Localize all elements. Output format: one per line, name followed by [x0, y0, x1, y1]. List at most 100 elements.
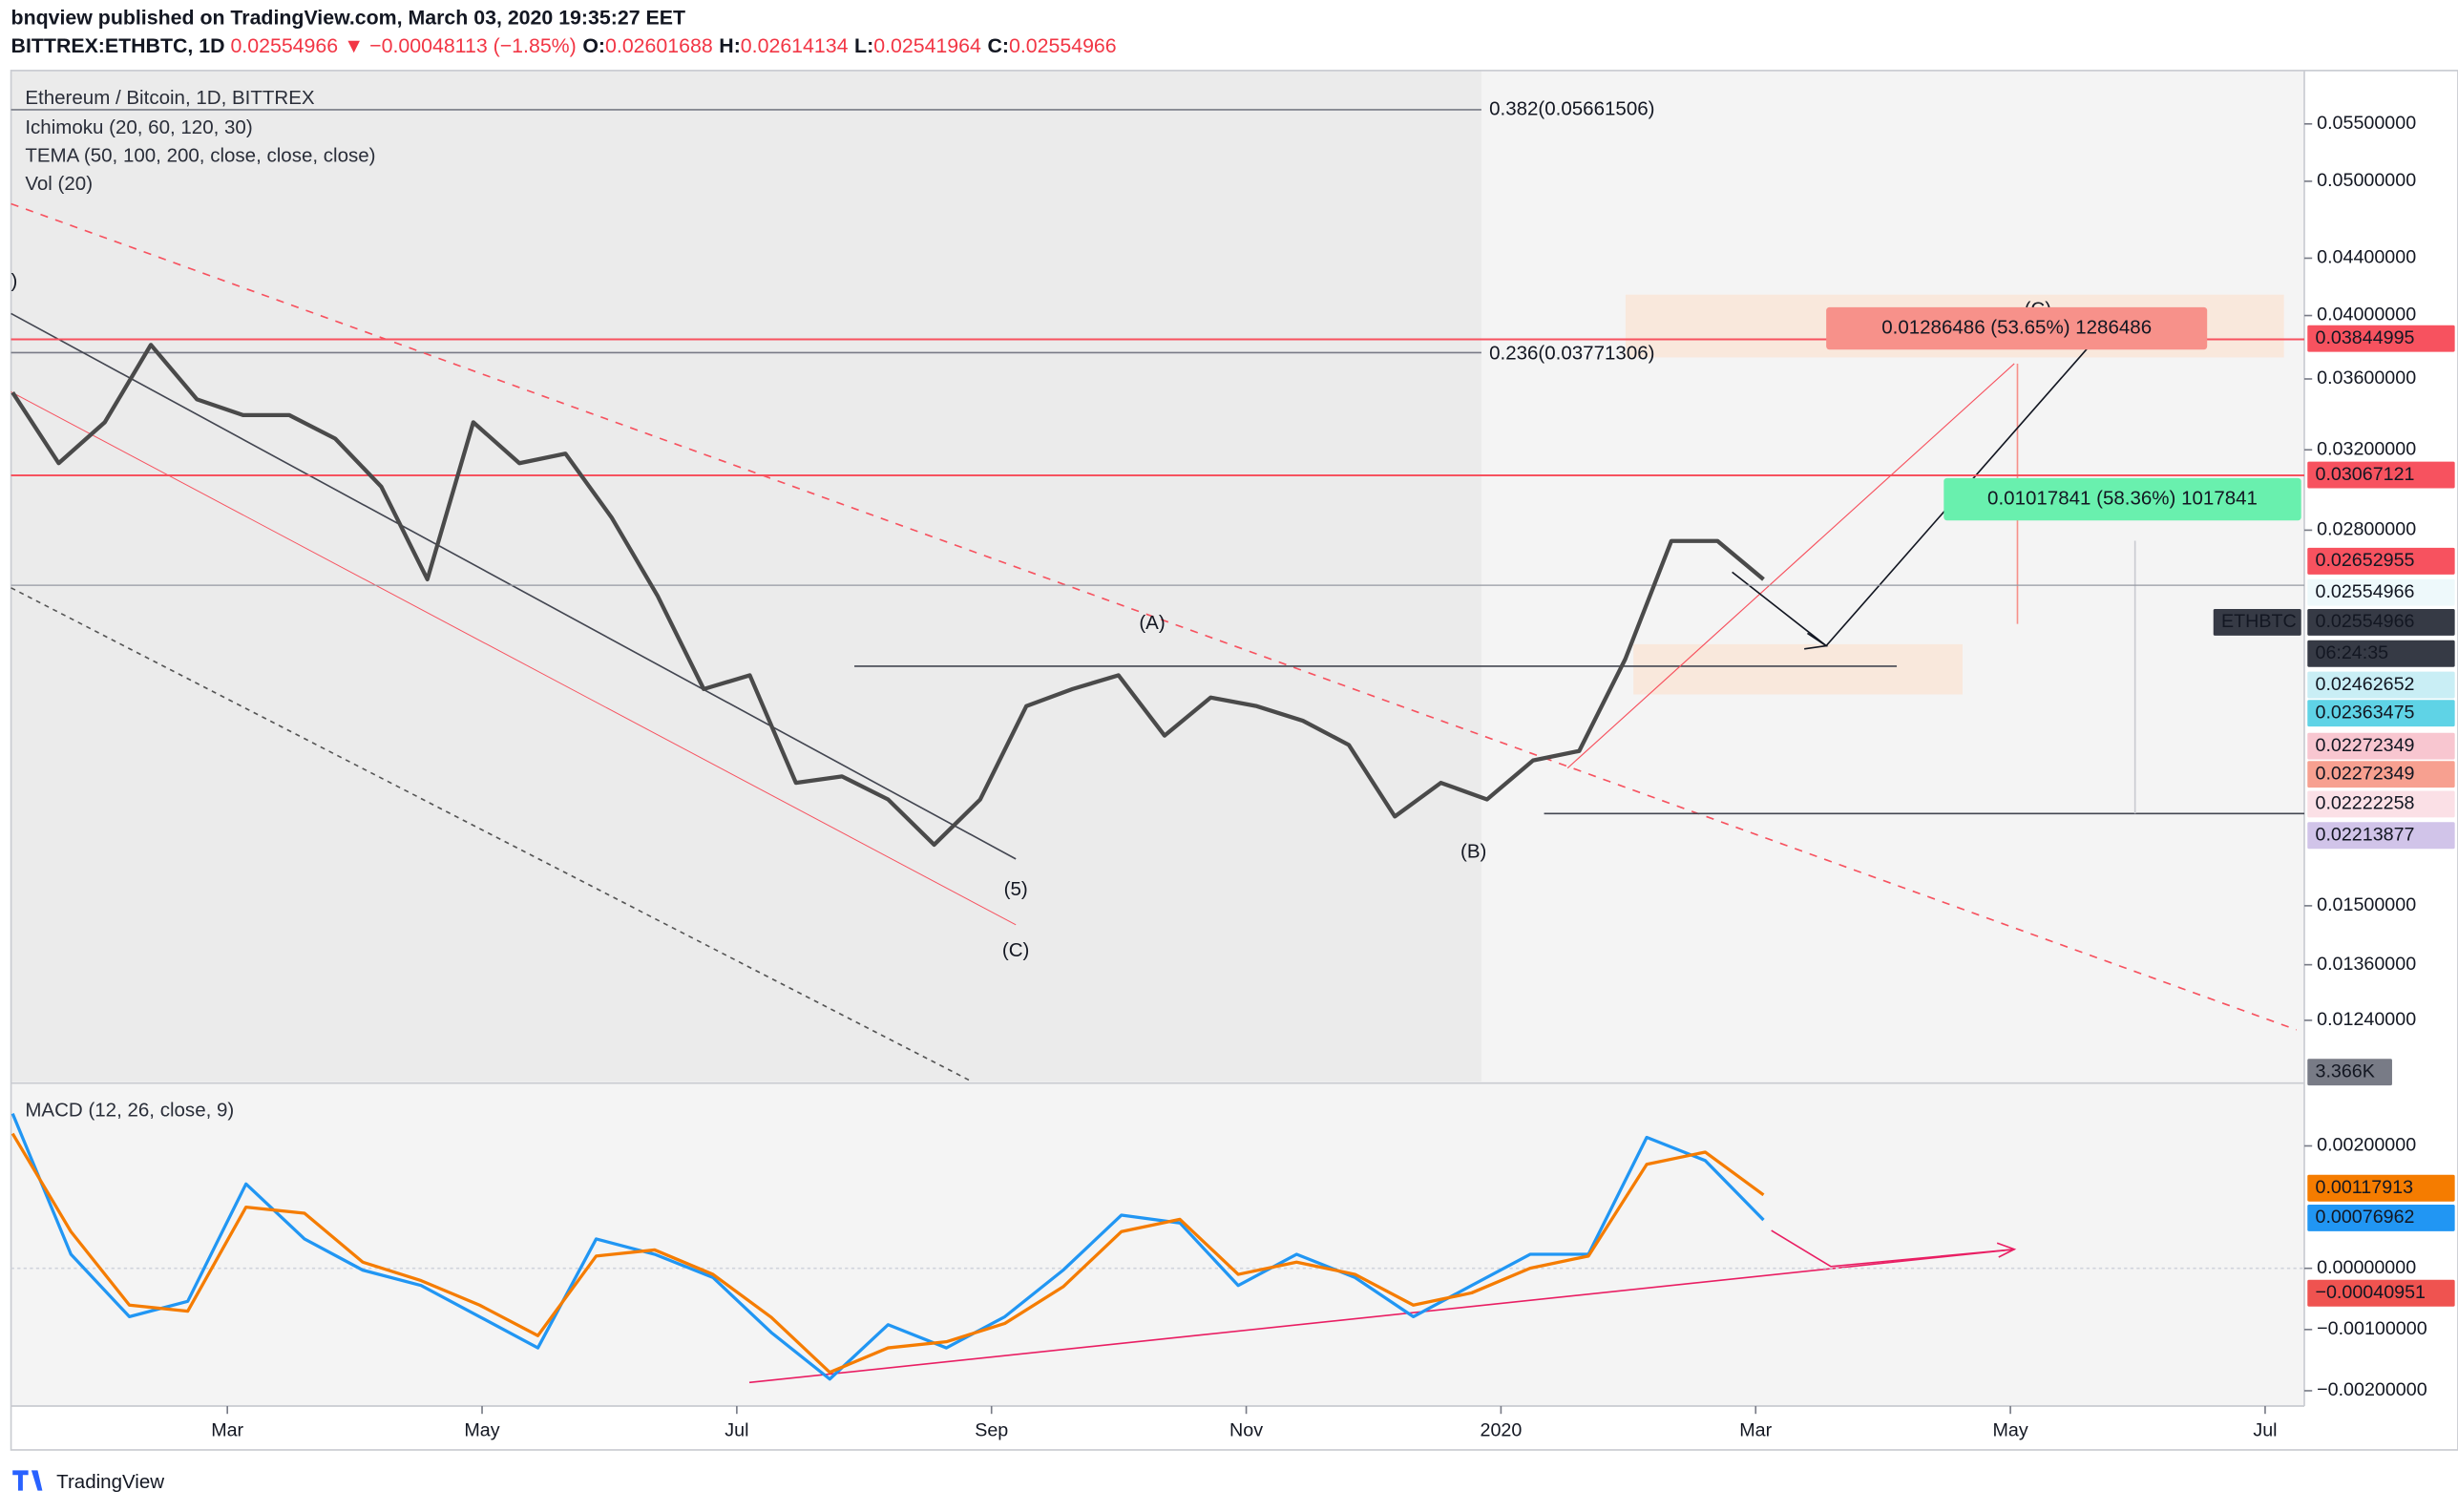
- x-tick-label: Jul: [725, 1419, 748, 1440]
- price-badge-label: 0.02272349: [2315, 735, 2414, 756]
- price-badge: [2307, 325, 2455, 352]
- y-tick-label: 0.03200000: [2317, 438, 2416, 459]
- price-badge: [2307, 1204, 2455, 1231]
- wave-label: (A): [1139, 612, 1165, 634]
- channel-line: [11, 391, 1017, 926]
- published: bnqview published on TradingView.com, Ma…: [11, 6, 685, 29]
- ohlc-key: H:: [719, 34, 741, 57]
- series-line: [11, 1132, 1765, 1375]
- price-badge-label: 0.03844995: [2315, 327, 2414, 348]
- measure-label: 0.01286486 (53.65%) 1286486: [1881, 316, 2152, 338]
- measure-label: 0.01017841 (58.36%) 1017841: [1987, 487, 2258, 509]
- price-badge-label: 0.02554966: [2315, 611, 2414, 632]
- shaded-range: [11, 70, 1481, 1082]
- ohlc-value: 0.02541964: [873, 34, 981, 57]
- price-badge: [2307, 1059, 2392, 1086]
- price-badge-label: 0.00076962: [2315, 1207, 2414, 1228]
- projection-line: [1566, 363, 2015, 769]
- y-tick-label: 0.00200000: [2317, 1135, 2416, 1156]
- x-tick-label: May: [1993, 1419, 2028, 1440]
- wave-label: (C): [1002, 939, 1029, 961]
- price-badge-label: 0.02652955: [2315, 550, 2414, 571]
- ohlc: O:0.02601688 H:0.02614134 L:0.02541964 C:0.…: [582, 34, 1116, 57]
- price-badge-label: 06:24:35: [2315, 642, 2388, 663]
- y-tick-label: 0.00000000: [2317, 1257, 2416, 1278]
- price-badge: [2307, 578, 2455, 606]
- y-tick-label: 0.04400000: [2317, 247, 2416, 268]
- price-badge: [2307, 671, 2455, 699]
- price-badge-label: −0.00040951: [2315, 1282, 2426, 1303]
- x-tick-label: Mar: [211, 1419, 243, 1440]
- price-badge-label: 0.03067121: [2315, 464, 2414, 485]
- channel-line: [11, 312, 1017, 860]
- price-badge: [2307, 761, 2455, 788]
- y-tick-label: 0.01360000: [2317, 954, 2416, 975]
- channel-line: [11, 587, 973, 1082]
- x-tick-label: May: [464, 1419, 499, 1440]
- change: −0.00048113 (−1.85%): [369, 34, 577, 57]
- price-badge: [2307, 547, 2455, 575]
- ohlc-value: 0.02601688: [605, 34, 713, 57]
- y-tick-label: −0.00200000: [2317, 1379, 2427, 1400]
- y-tick-label: −0.00100000: [2317, 1318, 2427, 1339]
- price-badge: [2307, 461, 2455, 489]
- price-badge-label: 0.00117913: [2315, 1177, 2413, 1198]
- macd-arrow: [1771, 1229, 2015, 1268]
- last: 0.02554966: [230, 34, 338, 57]
- quote-line: BITTREX:ETHBTC, 1D 0.02554966 ▼ −0.00048…: [11, 34, 1117, 57]
- target-box: [1633, 643, 1964, 695]
- price-badge: [2307, 700, 2455, 727]
- price-badge: [2307, 822, 2455, 850]
- price-badge: [2307, 1174, 2455, 1202]
- trend-line: [11, 202, 2298, 1031]
- legend-item: TEMA (50, 100, 200, close, close, close): [25, 145, 375, 167]
- series-line: [11, 1112, 1765, 1381]
- ohlc-key: L:: [854, 34, 873, 57]
- wave-label: 0.382(0.05661506): [1489, 97, 1654, 119]
- ohlc-key: O:: [582, 34, 605, 57]
- x-tick-label: Mar: [1739, 1419, 1772, 1440]
- legend-item: Vol (20): [25, 173, 93, 195]
- price-badge-label: 0.02363475: [2315, 702, 2414, 723]
- price-badge: [2307, 790, 2455, 818]
- brand-name: TradingView: [56, 1471, 164, 1493]
- y-tick-label: 0.01240000: [2317, 1009, 2416, 1030]
- ohlc-value: 0.02554966: [1009, 34, 1117, 57]
- symbol: BITTREX:ETHBTC, 1D: [11, 34, 225, 57]
- arrow: ▼: [344, 34, 364, 57]
- x-tick-label: Sep: [975, 1419, 1008, 1440]
- price-badge: [2307, 608, 2455, 636]
- price-badge-label: 0.02272349: [2315, 763, 2414, 784]
- wave-label: 0.236(0.03771306): [1489, 343, 1654, 365]
- price-badge-label: 0.02462652: [2315, 674, 2414, 695]
- y-tick-label: 0.05000000: [2317, 170, 2416, 191]
- price-badge: [2307, 732, 2455, 760]
- price-badge-label: 0.02222258: [2315, 793, 2414, 814]
- price-badge-label: 3.366K: [2315, 1060, 2374, 1082]
- macd-trend: [748, 1248, 2015, 1384]
- legend-item: Ethereum / Bitcoin, 1D, BITTREX: [25, 87, 315, 109]
- x-tick-label: Nov: [1229, 1419, 1263, 1440]
- ohlc-value: 0.02614134: [741, 34, 849, 57]
- x-tick-label: Jul: [2253, 1419, 2277, 1440]
- brand-logo: [12, 1470, 43, 1491]
- y-tick-label: 0.03600000: [2317, 368, 2416, 388]
- measure-box: [1943, 477, 2301, 521]
- ohlc-key: C:: [987, 34, 1009, 57]
- price-badge: [2307, 640, 2455, 667]
- measure-box: [1826, 306, 2208, 350]
- price-badge-label: ETHBTC: [2221, 611, 2297, 632]
- x-tick-label: 2020: [1481, 1419, 1523, 1440]
- price-badge: [2307, 1279, 2455, 1307]
- macd-legend: MACD (12, 26, close, 9): [25, 1100, 234, 1122]
- y-tick-label: 0.04000000: [2317, 304, 2416, 326]
- price-badge-label: 0.02213877: [2315, 824, 2414, 845]
- wave-label: ): [11, 270, 18, 292]
- wave-label: (5): [1004, 878, 1028, 900]
- legend-item: Ichimoku (20, 60, 120, 30): [25, 116, 252, 138]
- y-tick-label: 0.01500000: [2317, 894, 2416, 915]
- brand: TradingView: [12, 1470, 164, 1493]
- price-badge: [2213, 608, 2301, 636]
